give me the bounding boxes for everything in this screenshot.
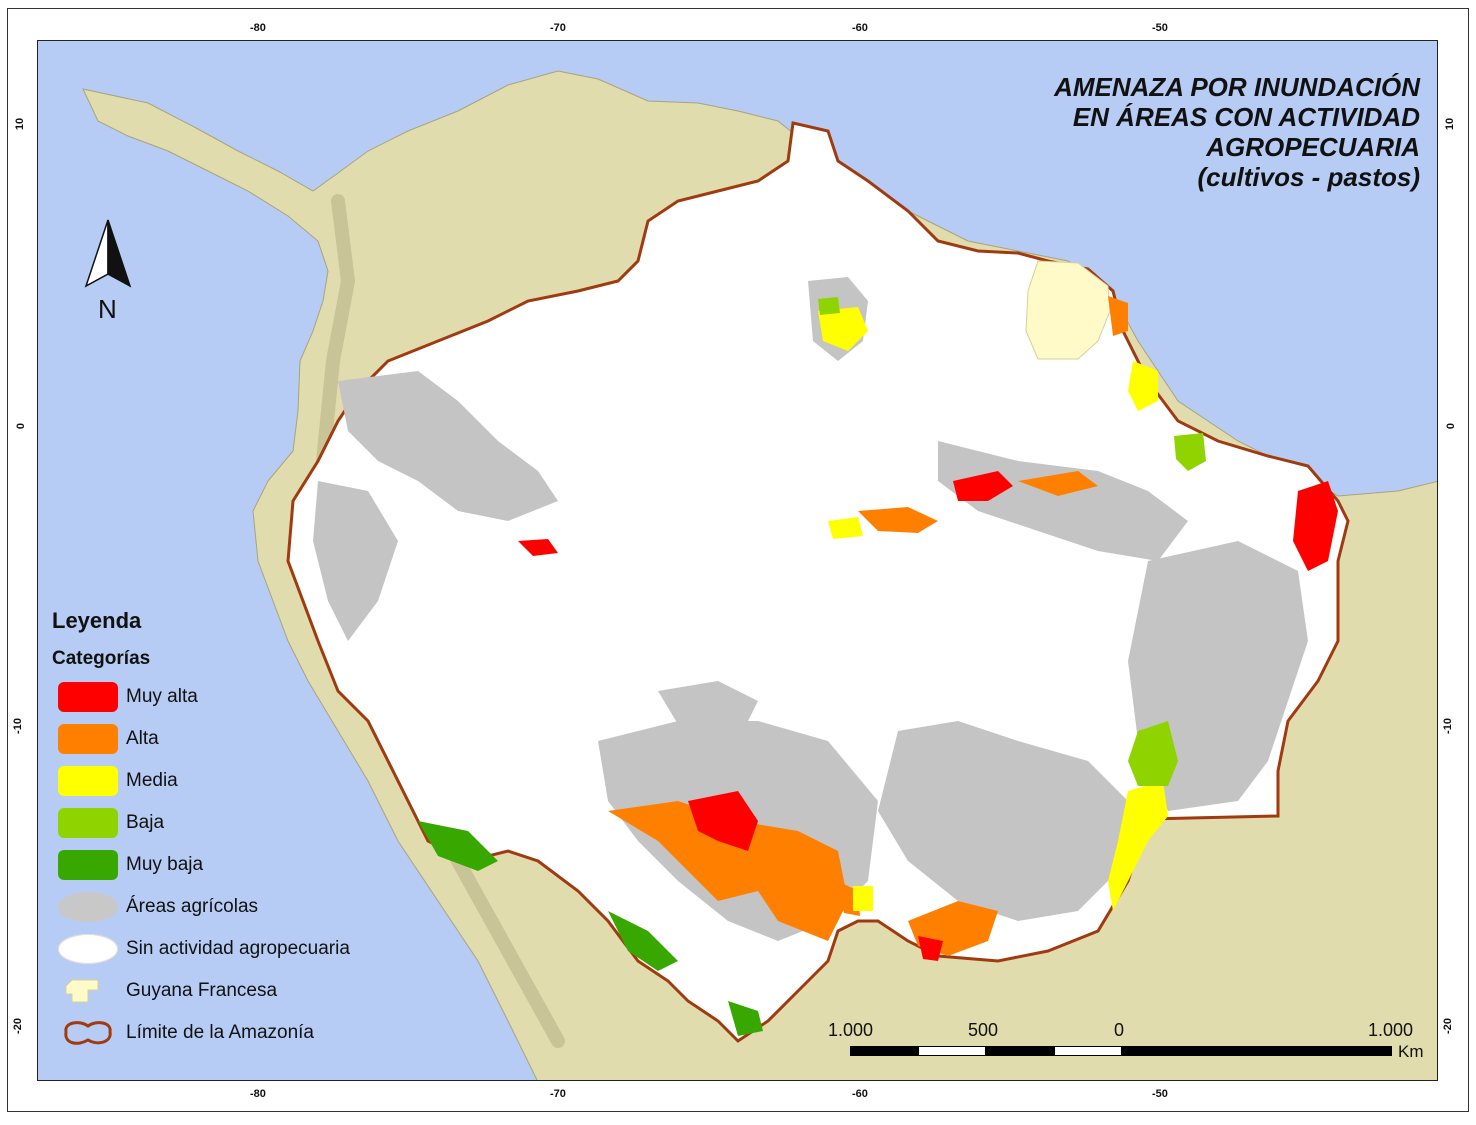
title-line: (cultivos - pastos) <box>1197 162 1420 192</box>
legend-label: Alta <box>126 728 159 749</box>
scale-label: 1.000 <box>828 1020 874 1040</box>
scale-label: 500 <box>968 1020 999 1040</box>
top-tick-label: -50 <box>1152 22 1168 34</box>
scale-segment <box>1122 1046 1392 1056</box>
legend-swatch <box>58 934 118 964</box>
legend-label: Límite de la Amazonía <box>126 1022 314 1043</box>
french-guiana <box>1025 260 1111 360</box>
title-line: AMENAZA POR INUNDACIÓN <box>1054 72 1420 102</box>
scale-segment <box>986 1046 1054 1056</box>
right-tick-label: -20 <box>1441 1018 1454 1034</box>
right-tick-label: -10 <box>1441 718 1454 734</box>
left-tick-label: 0 <box>15 422 28 430</box>
legend-item: Alta <box>52 720 412 762</box>
boundary-outline-icon <box>58 1018 118 1048</box>
map-canvas <box>37 40 1438 1081</box>
right-tick-label: 0 <box>1445 422 1458 430</box>
legend-label: Sin actividad agropecuaria <box>126 938 350 959</box>
legend-swatch <box>58 766 118 796</box>
left-tick-label: 10 <box>14 117 27 131</box>
legend-swatch <box>58 682 118 712</box>
legend-items: Muy alta Alta Media Baja Muy baja Áreas agríc… <box>52 678 412 1056</box>
legend: Leyenda Categorías Muy alta Alta Media Baja… <box>52 608 412 1056</box>
legend-subtitle: Categorías <box>52 648 151 669</box>
legend-item: Límite de la Amazonía <box>52 1014 412 1056</box>
map-frame <box>7 8 1469 1112</box>
map-title: AMENAZA POR INUNDACIÓN EN ÁREAS CON ACTI… <box>1054 72 1420 192</box>
top-tick-label: -70 <box>550 22 566 34</box>
top-tick-label: -80 <box>250 22 266 34</box>
north-arrow-icon <box>84 219 132 288</box>
legend-swatch <box>58 724 118 754</box>
right-tick-label: 10 <box>1444 117 1457 131</box>
legend-label: Media <box>126 770 178 791</box>
scale-segment <box>918 1046 986 1056</box>
map-svg <box>82 70 1437 1080</box>
bottom-tick-label: -70 <box>550 1088 566 1100</box>
legend-item: Muy alta <box>52 678 412 720</box>
legend-item: Muy baja <box>52 846 412 888</box>
legend-label: Baja <box>126 812 165 833</box>
legend-swatch <box>58 976 118 1006</box>
title-line: AGROPECUARIA <box>1206 132 1420 162</box>
legend-label: Muy baja <box>126 854 204 875</box>
bottom-tick-label: -60 <box>852 1088 868 1100</box>
hazard-muy-baja <box>418 821 763 1036</box>
legend-label: Guyana Francesa <box>126 980 278 1001</box>
hazard-muy-alta <box>518 471 1338 961</box>
scale-segment <box>850 1046 918 1056</box>
hazard-baja <box>818 297 1206 786</box>
bottom-tick-label: -50 <box>1152 1088 1168 1100</box>
legend-item: Media <box>52 762 412 804</box>
legend-item: Guyana Francesa <box>52 972 412 1014</box>
scale-label: 1.000 <box>1368 1020 1414 1040</box>
legend-item: Sin actividad agropecuaria <box>52 930 412 972</box>
legend-swatch <box>58 808 118 838</box>
legend-swatch <box>58 892 118 922</box>
title-line: EN ÁREAS CON ACTIVIDAD <box>1072 102 1420 132</box>
hazard-media <box>818 307 1168 911</box>
north-label: N <box>98 294 117 324</box>
legend-title: Leyenda <box>52 608 142 633</box>
legend-item: Baja <box>52 804 412 846</box>
legend-swatch <box>58 850 118 880</box>
top-tick-label: -60 <box>852 22 868 34</box>
legend-label: Áreas agrícolas <box>126 896 259 917</box>
scale-segment <box>1054 1046 1122 1056</box>
scale-bar: 1.000 500 0 1.000 Km <box>828 1016 1428 1066</box>
scale-unit: Km <box>1398 1042 1424 1061</box>
legend-label: Muy alta <box>126 686 198 707</box>
left-tick-label: -10 <box>11 718 24 734</box>
north-arrow: N <box>80 216 136 328</box>
left-tick-label: -20 <box>11 1018 24 1034</box>
legend-item: Áreas agrícolas <box>52 888 412 930</box>
bottom-tick-label: -80 <box>250 1088 266 1100</box>
scale-label: 0 <box>1114 1020 1125 1040</box>
